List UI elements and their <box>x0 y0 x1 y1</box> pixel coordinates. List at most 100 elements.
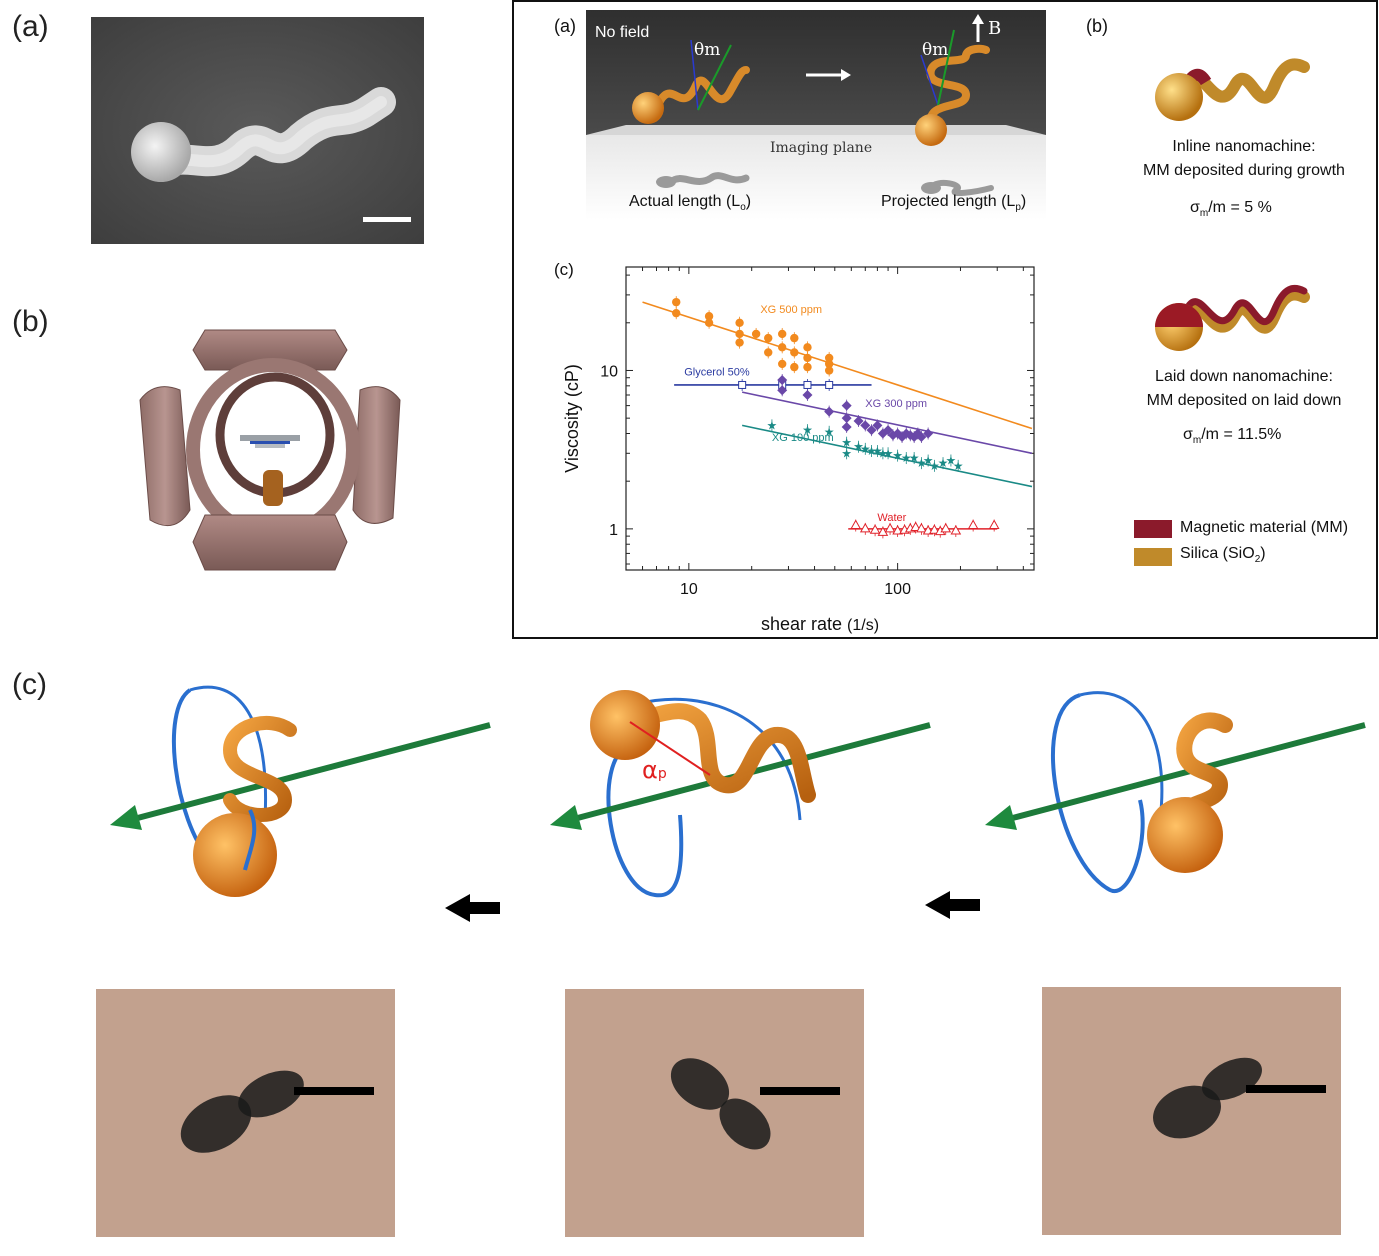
imaging-plane-scene: No field θm θm B Imaging plane Actual le… <box>586 10 1046 220</box>
data-point <box>910 521 922 532</box>
x-axis-label: shear rate (1/s) <box>761 614 879 634</box>
inset-label-c: (c) <box>554 260 574 279</box>
data-point <box>803 380 812 389</box>
y-tick-label: 1 <box>609 522 618 539</box>
data-point <box>841 400 852 411</box>
legend-silica-label: Silica (SiO2) <box>1180 545 1266 566</box>
data-point <box>916 522 927 533</box>
data-point: ★ <box>892 449 903 463</box>
data-point <box>883 425 894 436</box>
data-point <box>824 359 834 369</box>
data-point <box>940 522 952 533</box>
laid-desc: MM deposited on laid down <box>1146 392 1342 409</box>
laid-title: Laid down nanomachine: <box>1155 368 1333 385</box>
no-field-label: No field <box>595 24 650 41</box>
data-point <box>853 415 864 426</box>
data-point <box>892 524 903 535</box>
data-point <box>887 430 898 441</box>
data-point: ★ <box>824 425 835 439</box>
sequence-arrow-2 <box>925 891 980 919</box>
data-point: ★ <box>860 442 871 456</box>
data-point <box>859 522 871 533</box>
imaging-plane-label: Imaging plane <box>770 140 873 156</box>
data-point: ★ <box>841 446 852 460</box>
data-point <box>764 333 773 343</box>
data-point <box>824 406 835 417</box>
y-tick-label: 10 <box>600 363 618 380</box>
projected-length-label: Projected length (Lp) <box>881 193 1027 214</box>
data-point <box>877 428 888 439</box>
scale-bar-2 <box>760 1087 840 1095</box>
viscosity-chart: 10 100 1 10 shear rate (1/s) Viscosity (cP) XG… <box>562 266 1035 634</box>
laid-sigma: σm/m = 11.5% <box>1183 426 1282 447</box>
data-point <box>735 338 744 347</box>
alpha-p-label: αp <box>642 756 667 784</box>
data-point <box>950 524 962 535</box>
data-point <box>825 380 834 389</box>
micrograph-1 <box>96 989 395 1237</box>
series-label-xg-500-ppm: XG 500 ppm <box>760 304 822 316</box>
data-point <box>929 524 940 534</box>
data-point <box>803 343 812 352</box>
data-point: ★ <box>841 436 852 450</box>
data-point: ★ <box>938 456 949 470</box>
micrograph-3 <box>1042 987 1341 1235</box>
micrograph-2 <box>565 989 864 1237</box>
sequence-arrow-1 <box>445 894 500 922</box>
inline-nanomachine-illustration <box>1124 42 1364 132</box>
data-point: ★ <box>946 454 957 468</box>
data-point <box>909 432 920 443</box>
rotation-frame-1 <box>110 685 491 897</box>
legend-mm-label: Magnetic material (MM) <box>1180 519 1349 536</box>
rotation-sequence-diagram <box>110 685 1366 922</box>
data-point: ★ <box>802 423 813 437</box>
data-point <box>872 420 883 431</box>
series-label-xg-300-ppm: XG 300 ppm <box>865 398 927 410</box>
data-point <box>967 519 979 530</box>
data-point <box>803 362 812 372</box>
data-point: ★ <box>929 459 940 473</box>
data-point <box>877 526 889 536</box>
data-point <box>672 308 681 318</box>
data-point: ★ <box>878 446 889 460</box>
series-label-water: Water <box>877 512 906 524</box>
data-point <box>824 366 834 375</box>
y-axis-label: Viscosity (cP) <box>562 364 582 473</box>
data-point: ★ <box>953 459 964 473</box>
data-point <box>866 425 877 436</box>
scale-bar-3 <box>1246 1085 1326 1093</box>
data-point <box>672 297 681 307</box>
inline-sigma: σm/m = 5 % <box>1190 199 1272 220</box>
data-point: ★ <box>853 440 864 454</box>
actual-length-label: Actual length (Lo) <box>629 193 752 214</box>
data-point: ★ <box>767 418 778 432</box>
coil-setup-diagram <box>135 320 415 585</box>
data-point: ★ <box>866 444 877 458</box>
data-point <box>790 333 799 343</box>
data-point: ★ <box>923 454 934 468</box>
data-point <box>869 524 881 534</box>
inset-figure-box: (a) (b) <box>512 0 1378 639</box>
data-point <box>735 329 744 339</box>
series-label-xg-100-ppm: XG 100 ppm <box>772 432 834 444</box>
sem-image <box>91 17 424 244</box>
theta-m-right: θm <box>922 40 949 60</box>
inline-desc: MM deposited during growth <box>1143 162 1345 179</box>
b-field-label: B <box>988 18 1002 39</box>
data-point <box>778 359 787 369</box>
data-point <box>860 420 871 431</box>
sem-helix-drawing <box>91 17 424 244</box>
data-point <box>923 428 934 439</box>
x-tick-label: 100 <box>884 581 911 598</box>
fit-line-xg-300-ppm <box>741 391 1033 455</box>
data-point <box>916 432 927 443</box>
data-point <box>841 413 852 424</box>
data-point <box>764 348 773 357</box>
rotation-frame-3 <box>985 691 1366 894</box>
data-point <box>778 343 787 352</box>
data-point <box>790 348 799 357</box>
panel-label-a: (a) <box>12 10 49 43</box>
panel-label-b: (b) <box>12 305 49 338</box>
data-point <box>777 385 788 396</box>
fit-line-xg-100-ppm <box>741 424 1033 488</box>
